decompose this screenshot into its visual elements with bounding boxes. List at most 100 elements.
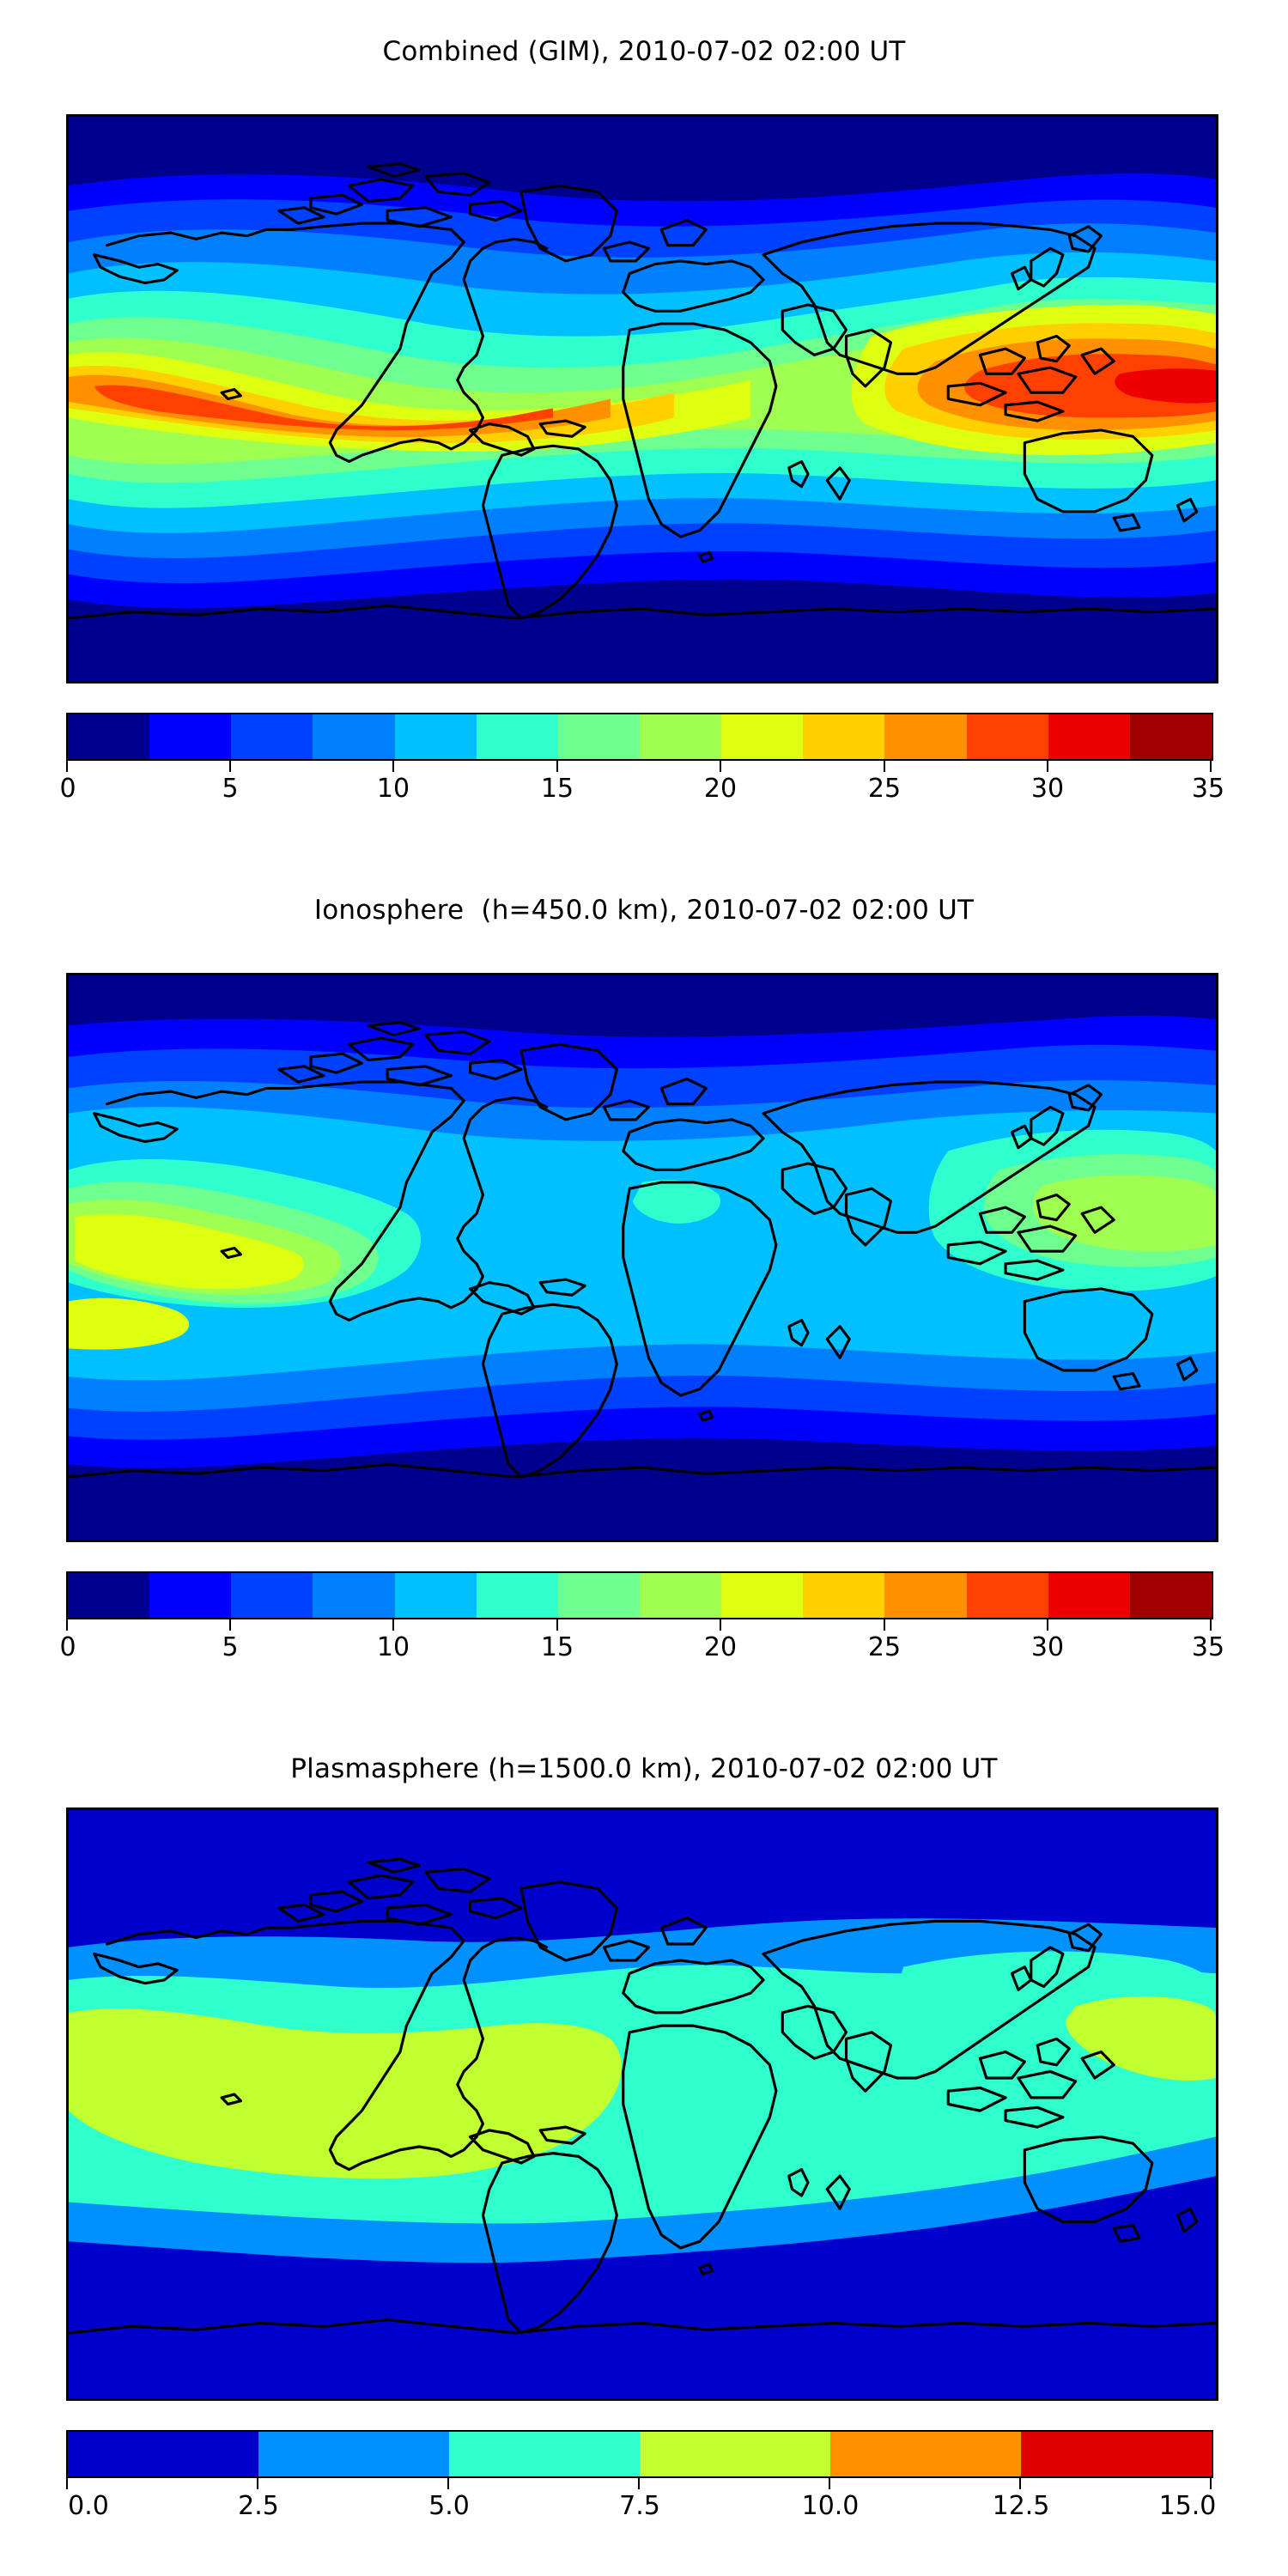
cbar-ticklabel: 0.0: [68, 2491, 109, 2521]
cbar-seg: [639, 1573, 722, 1618]
cbar-ticklabel: 10: [376, 1632, 410, 1662]
cbar-ticklabel: 5.0: [428, 2491, 470, 2521]
panel-plasmasphere-colorbar[interactable]: 0.0 2.5 5.0 7.5 10.0 12.5 15.0: [66, 2430, 1216, 2533]
cbar-tick: [638, 2478, 640, 2489]
cbar-ticklabel: 20: [703, 774, 738, 804]
panel-ionosphere-colorbar-axis: 0 5 10 15 20 25 30 35: [59, 1619, 1224, 1662]
cbar-ticklabel: 15: [540, 1632, 574, 1662]
cbar-seg: [258, 2432, 449, 2476]
cbar-seg: [884, 1573, 967, 1618]
panel-plasmasphere: Plasmasphere (h=1500.0 km), 2010-07-02 0…: [0, 1717, 1288, 2576]
cbar-seg: [68, 1573, 150, 1618]
cbar-tick: [66, 761, 68, 772]
panel-ionosphere: Ionosphere (h=450.0 km), 2010-07-02 02:0…: [0, 859, 1288, 1717]
cbar-ticklabel: 2.5: [238, 2491, 279, 2521]
panel-plasmasphere-map-svg: [69, 1810, 1216, 2398]
cbar-seg: [966, 714, 1048, 759]
cbar-seg: [1021, 2432, 1212, 2476]
cbar-seg: [1048, 714, 1130, 759]
cbar-ticklabel: 35: [1191, 774, 1225, 804]
cbar-tick: [1210, 761, 1212, 772]
cbar-tick: [1047, 761, 1048, 772]
cbar-seg: [966, 1573, 1048, 1618]
cbar-seg: [449, 2432, 640, 2476]
cbar-ticklabel: 5: [222, 774, 239, 804]
cbar-seg: [313, 714, 395, 759]
cbar-seg: [476, 714, 558, 759]
panel-ionosphere-colorbar-gradient[interactable]: [66, 1571, 1213, 1619]
cbar-seg: [394, 1573, 477, 1618]
panel-plasmasphere-colorbar-axis: 0.0 2.5 5.0 7.5 10.0 12.5 15.0: [66, 2478, 1216, 2521]
cbar-seg: [721, 1573, 804, 1618]
cbar-ticklabel: 7.5: [619, 2491, 660, 2521]
panel-plasmasphere-title: Plasmasphere (h=1500.0 km), 2010-07-02 0…: [290, 1753, 998, 1784]
cbar-tick: [1019, 2478, 1021, 2489]
cbar-ticklabel: 0: [59, 774, 76, 804]
cbar-seg: [1129, 714, 1212, 759]
panel-combined-map[interactable]: [66, 114, 1218, 683]
cbar-tick: [1047, 1619, 1048, 1631]
panel-plasmasphere-map[interactable]: [66, 1807, 1218, 2401]
cbar-tick: [392, 761, 394, 772]
cbar-seg: [313, 1573, 395, 1618]
coastline-layer-ionosphere: [69, 1021, 1216, 1479]
cbar-seg: [1129, 1573, 1212, 1618]
cbar-ticklabel: 35: [1191, 1632, 1225, 1662]
panel-combined: Combined (GIM), 2010-07-02 02:00 UT: [0, 0, 1288, 859]
cbar-tick: [884, 1619, 885, 1631]
coastline-layer-combined: [69, 162, 1216, 620]
panel-ionosphere-map-svg: [69, 975, 1216, 1540]
cbar-seg: [557, 714, 640, 759]
cbar-tick: [556, 761, 558, 772]
cbar-seg: [231, 1573, 313, 1618]
cbar-ticklabel: 10: [376, 774, 410, 804]
cbar-seg: [476, 1573, 558, 1618]
cbar-ticklabel: 0: [59, 1632, 76, 1662]
cbar-tick: [229, 761, 231, 772]
contour-layer-ionosphere: [69, 975, 1216, 1540]
cbar-tick: [829, 2478, 830, 2489]
contour-layer-plasmasphere: [69, 1810, 1216, 2398]
cbar-tick: [884, 761, 885, 772]
cbar-ticklabel: 15: [540, 774, 574, 804]
panel-combined-map-svg: [69, 117, 1216, 681]
cbar-ticklabel: 20: [703, 1632, 738, 1662]
cbar-tick: [1210, 2478, 1212, 2489]
cbar-seg: [803, 714, 885, 759]
cbar-seg: [803, 1573, 885, 1618]
cbar-seg: [721, 714, 804, 759]
contour-layer-combined: [69, 117, 1216, 681]
cbar-ticklabel: 25: [867, 774, 902, 804]
cbar-seg: [394, 714, 477, 759]
cbar-tick: [556, 1619, 558, 1631]
cbar-seg: [231, 714, 313, 759]
cbar-ticklabel: 10.0: [801, 2491, 860, 2521]
cbar-seg: [68, 714, 150, 759]
cbar-ticklabel: 15.0: [1158, 2491, 1217, 2521]
cbar-ticklabel: 12.5: [992, 2491, 1050, 2521]
cbar-seg: [68, 2432, 258, 2476]
cbar-seg: [639, 714, 722, 759]
panel-ionosphere-title: Ionosphere (h=450.0 km), 2010-07-02 02:0…: [313, 895, 975, 926]
cbar-seg: [830, 2432, 1021, 2476]
cbar-ticklabel: 5: [222, 1632, 239, 1662]
cbar-tick: [447, 2478, 449, 2489]
panel-combined-title: Combined (GIM), 2010-07-02 02:00 UT: [382, 36, 906, 67]
cbar-seg: [149, 714, 232, 759]
coastline-layer-plasmasphere: [69, 1857, 1216, 2335]
cbar-tick: [720, 761, 721, 772]
cbar-seg: [149, 1573, 232, 1618]
cbar-tick: [392, 1619, 394, 1631]
cbar-seg: [640, 2432, 830, 2476]
panel-ionosphere-colorbar[interactable]: 0 5 10 15 20 25 30 35: [59, 1571, 1224, 1674]
cbar-tick: [66, 1619, 68, 1631]
panel-ionosphere-map[interactable]: [66, 973, 1218, 1542]
cbar-tick: [229, 1619, 231, 1631]
cbar-seg: [557, 1573, 640, 1618]
panel-plasmasphere-colorbar-gradient[interactable]: [66, 2430, 1213, 2478]
cbar-ticklabel: 30: [1030, 774, 1065, 804]
cbar-seg: [1048, 1573, 1130, 1618]
panel-combined-colorbar-gradient[interactable]: [66, 713, 1213, 761]
panel-combined-colorbar[interactable]: 0 5 10 15 20 25 30 35: [59, 713, 1224, 816]
